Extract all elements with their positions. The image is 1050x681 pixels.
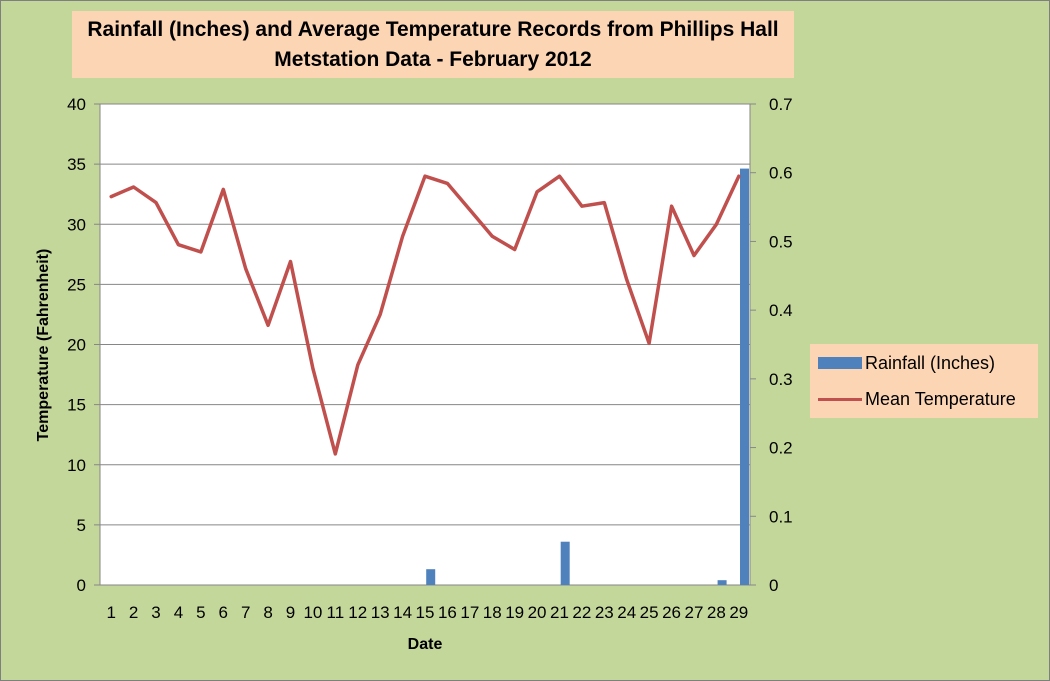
left-tick-label: 40 (67, 95, 86, 114)
rainfall-bar (560, 541, 570, 585)
x-tick-label: 9 (286, 603, 295, 622)
legend-label-temperature: Mean Temperature (865, 388, 1016, 409)
right-tick-label: 0.4 (769, 301, 793, 320)
right-axis-ticks: 0 0.1 0.2 0.3 0.4 0.5 0.6 0.7 (750, 95, 793, 595)
x-tick-label: 13 (371, 603, 390, 622)
left-tick-label: 30 (67, 215, 86, 234)
temperature-line (109, 174, 741, 456)
x-tick-label: 27 (685, 603, 704, 622)
x-tick-label: 26 (662, 603, 681, 622)
left-tick-label: 15 (67, 396, 86, 415)
x-axis-ticks: 1 2 3 4 5 6 7 8 9 10 11 12 13 14 15 16 17 18 19 20 21 22 23 24 2… (106, 603, 748, 622)
x-tick-label: 25 (640, 603, 659, 622)
right-tick-label: 0.5 (769, 232, 793, 251)
grid-lines (100, 163, 750, 526)
legend-label-rainfall: Rainfall (Inches) (865, 352, 996, 373)
legend: Rainfall (Inches) Mean Temperature (810, 344, 1038, 418)
x-tick-label: 21 (550, 603, 569, 622)
chart-title-line1: Rainfall (Inches) and Average Temperatur… (87, 17, 779, 41)
legend-item-temperature: Mean Temperature (818, 386, 1016, 412)
x-tick-label: 12 (348, 603, 367, 622)
chart-title-line2: Metstation Data - February 2012 (274, 47, 592, 71)
chart-title: Rainfall (Inches) and Average Temperatur… (72, 11, 794, 78)
left-tick-label: 20 (67, 336, 86, 355)
y-axis-label: Temperature (Fahrenheit) (35, 249, 52, 442)
x-tick-label: 7 (241, 603, 250, 622)
temperature-line-layer (109, 174, 741, 456)
left-tick-label: 35 (67, 155, 86, 174)
x-tick-label: 23 (595, 603, 614, 622)
left-tick-label: 10 (67, 456, 86, 475)
x-tick-label: 14 (393, 603, 412, 622)
x-tick-label: 6 (219, 603, 228, 622)
rainfall-bar (740, 168, 749, 585)
x-tick-label: 4 (174, 603, 183, 622)
x-tick-label: 18 (483, 603, 502, 622)
right-tick-label: 0.3 (769, 370, 793, 389)
rainfall-bar (426, 569, 436, 585)
x-tick-label: 24 (617, 603, 636, 622)
x-tick-label: 17 (460, 603, 479, 622)
x-tick-label: 15 (416, 603, 435, 622)
x-tick-label: 22 (572, 603, 591, 622)
right-tick-label: 0.2 (769, 439, 793, 458)
x-tick-label: 1 (106, 603, 115, 622)
x-tick-label: 8 (263, 603, 272, 622)
left-axis-ticks: 0 5 10 15 20 25 30 35 40 (67, 95, 100, 595)
x-tick-label: 16 (438, 603, 457, 622)
right-tick-label: 0.1 (769, 507, 793, 526)
x-tick-label: 20 (528, 603, 547, 622)
x-tick-label: 2 (129, 603, 138, 622)
left-tick-label: 25 (67, 275, 86, 294)
right-tick-label: 0.6 (769, 164, 793, 183)
x-axis-label: Date (408, 636, 443, 653)
rainfall-bars (426, 168, 749, 585)
left-tick-label: 5 (77, 516, 86, 535)
x-tick-label: 10 (303, 603, 322, 622)
legend-swatch-temperature (818, 393, 862, 406)
right-tick-label: 0.7 (769, 95, 793, 114)
legend-item-rainfall: Rainfall (Inches) (818, 350, 995, 376)
x-tick-label: 19 (505, 603, 524, 622)
x-tick-label: 28 (707, 603, 726, 622)
x-tick-label: 11 (327, 603, 345, 622)
rainfall-bar (717, 580, 727, 585)
right-tick-label: 0 (769, 576, 778, 595)
x-tick-label: 29 (729, 603, 748, 622)
x-tick-label: 5 (196, 603, 205, 622)
x-tick-label: 3 (151, 603, 160, 622)
legend-swatch-rainfall (818, 357, 862, 370)
left-tick-label: 0 (77, 576, 86, 595)
